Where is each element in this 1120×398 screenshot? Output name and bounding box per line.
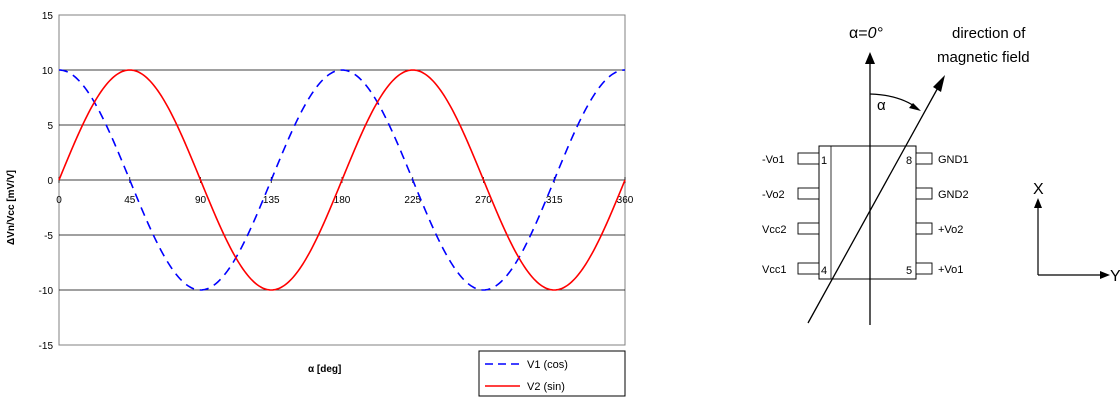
pin-number-1: 1 — [821, 155, 827, 167]
field-direction-arrowhead — [933, 75, 945, 92]
pin-leg-3 — [797, 222, 820, 235]
pin-leg-8 — [915, 152, 933, 165]
y-tick-label: 0 — [47, 176, 53, 187]
y-tick-labels: 15 10 5 0 -5 -10 -15 — [39, 11, 54, 352]
x-tick-label: 315 — [546, 195, 563, 206]
y-tick-label: -5 — [44, 231, 53, 242]
x-tick-label: 0 — [56, 195, 62, 206]
field-direction-line — [807, 83, 941, 324]
left-pins: -Vo1 -Vo2 Vcc2 Vcc1 1 4 — [762, 152, 827, 277]
angle-label: α — [877, 97, 886, 114]
x-tick-label: 225 — [404, 195, 421, 206]
pin-label-gnd2: GND2 — [938, 189, 969, 201]
x-tick-label: 90 — [195, 195, 207, 206]
angle-arc-arrowhead — [909, 103, 921, 111]
pin-number-4: 4 — [821, 265, 827, 277]
legend-label-v2: V2 (sin) — [527, 381, 565, 393]
legend-box — [478, 350, 626, 397]
legend: V1 (cos) V2 (sin) — [478, 350, 626, 397]
x-axis-arrowhead — [1034, 198, 1042, 208]
y-axis-arrowhead — [1100, 271, 1110, 279]
y-tick-label: -10 — [39, 286, 54, 297]
pin-leg-7 — [915, 187, 933, 200]
y-tick-label: -15 — [39, 341, 54, 352]
pin-leg-6 — [915, 222, 933, 235]
x-axis-label: α [deg] — [308, 364, 341, 375]
pin-label-vo2-neg: -Vo2 — [762, 189, 785, 201]
x-tick-label: 45 — [124, 195, 136, 206]
alpha-zero-arrowhead — [865, 52, 875, 64]
alpha-zero-label: α=0° — [849, 25, 883, 42]
x-tick-label: 360 — [617, 195, 634, 206]
ic-package — [818, 145, 917, 280]
y-tick-label: 15 — [42, 11, 54, 22]
gridlines — [59, 69, 625, 291]
y-axis-letter: Y — [1110, 268, 1120, 285]
pin-label-vo1-neg: -Vo1 — [762, 154, 785, 166]
pin-label-vo1-pos: +Vo1 — [938, 264, 963, 276]
series-line-1 — [58, 69, 626, 291]
series-layer — [58, 69, 626, 291]
pin-number-5: 5 — [906, 265, 912, 277]
series-line-2 — [58, 69, 626, 291]
pin-leg-1 — [797, 152, 820, 165]
y-tick-label: 5 — [47, 121, 53, 132]
sensor-diagram: α=0° direction of magnetic field α -Vo1 … — [762, 25, 1120, 325]
pin-leg-4 — [797, 262, 820, 275]
pin-label-vcc1: Vcc1 — [762, 264, 786, 276]
field-label-line2: magnetic field — [937, 49, 1030, 66]
legend-label-v1: V1 (cos) — [527, 359, 568, 371]
x-tick-label: 135 — [263, 195, 280, 206]
xy-axes: X Y — [1033, 181, 1120, 285]
y-axis-label: ΔVn/Vcc [mV/V] — [6, 170, 17, 245]
pin-label-vcc2: Vcc2 — [762, 224, 786, 236]
chart: 15 10 5 0 -5 -10 -15 0 45 90 135 180 225 270 315 360 Δ… — [6, 11, 634, 397]
pin-leg-5 — [915, 262, 933, 275]
pin-label-vo2-pos: +Vo2 — [938, 224, 963, 236]
x-tick-label: 180 — [334, 195, 351, 206]
pin-leg-2 — [797, 187, 820, 200]
field-label-line1: direction of — [952, 25, 1026, 42]
pin-label-gnd1: GND1 — [938, 154, 969, 166]
x-tick-label: 270 — [475, 195, 492, 206]
x-axis-letter: X — [1033, 181, 1044, 198]
pin-number-8: 8 — [906, 155, 912, 167]
y-tick-label: 10 — [42, 66, 54, 77]
right-pins: GND1 GND2 +Vo2 +Vo1 8 5 — [906, 152, 969, 277]
